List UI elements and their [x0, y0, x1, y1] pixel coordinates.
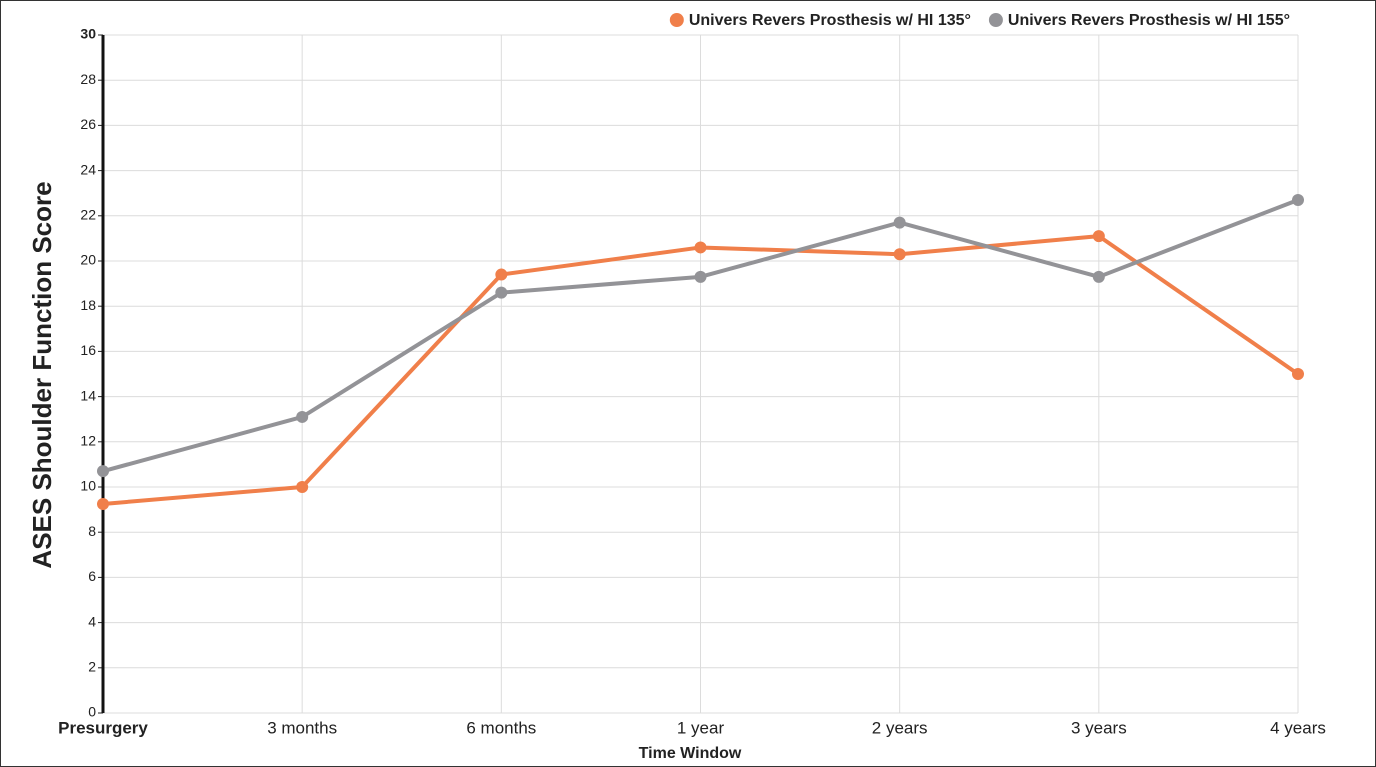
y-tick-label: 22 [80, 207, 96, 223]
legend-label: Univers Revers Prosthesis w/ HI 155° [1008, 12, 1290, 29]
x-tick-label: 3 months [267, 718, 337, 737]
data-point [1292, 368, 1304, 380]
y-tick-label: 26 [80, 116, 96, 132]
y-tick-label: 0 [88, 704, 96, 720]
y-tick-label: 8 [88, 523, 96, 539]
data-point [694, 270, 707, 283]
y-tick-label: 6 [88, 568, 96, 584]
x-tick-label: 4 years [1270, 718, 1326, 737]
x-tick-label: 2 years [872, 718, 928, 737]
data-point [495, 268, 508, 281]
legend: Univers Revers Prosthesis w/ HI 135° Univ… [669, 12, 1290, 29]
y-tick-label: 2 [88, 659, 96, 675]
y-tick-label: 28 [80, 71, 96, 87]
x-tick-label: Presurgery [58, 718, 148, 737]
x-tick-label: 1 year [677, 718, 725, 737]
x-axis-title: Time Window [639, 745, 742, 762]
data-point [97, 497, 109, 510]
y-tick-label: 14 [80, 387, 96, 403]
x-tick-label: 6 months [466, 718, 536, 737]
data-point [97, 465, 109, 478]
y-tick-label: 30 [80, 26, 96, 42]
data-point [1092, 270, 1105, 283]
y-tick-label: 10 [80, 478, 96, 494]
y-tick-label: 24 [80, 161, 96, 177]
data-point [694, 241, 707, 254]
y-axis-title: ASES Shoulder Function Score [27, 181, 57, 568]
legend-marker [988, 13, 1003, 27]
data-point [893, 216, 906, 229]
data-point [893, 248, 906, 261]
data-point [1092, 230, 1105, 243]
y-tick-label: 4 [88, 613, 96, 629]
data-point [495, 286, 508, 299]
data-point [296, 410, 309, 423]
legend-label: Univers Revers Prosthesis w/ HI 135° [689, 12, 971, 29]
y-tick-label: 18 [80, 297, 96, 313]
x-tick-label: 3 years [1071, 718, 1127, 737]
data-point [1292, 193, 1304, 206]
legend-marker [669, 13, 684, 27]
y-tick-label: 16 [80, 342, 96, 358]
y-tick-label: 12 [80, 433, 96, 449]
y-tick-label: 20 [80, 252, 96, 268]
data-point [296, 481, 309, 493]
